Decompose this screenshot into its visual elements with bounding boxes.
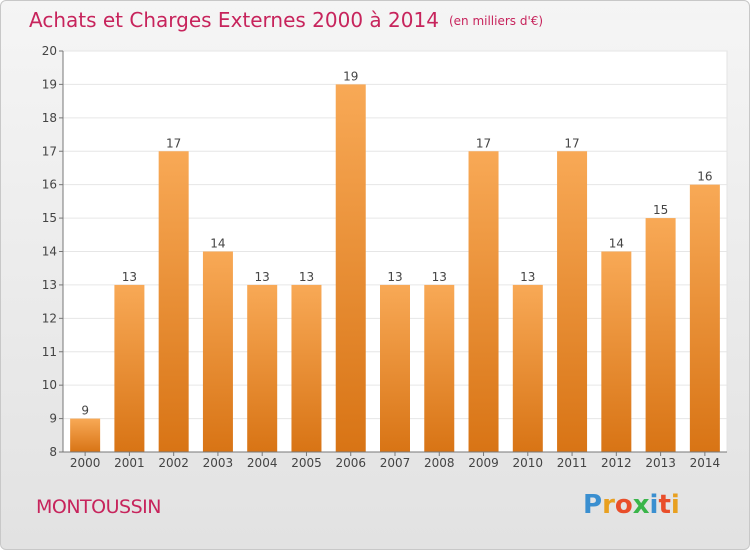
y-tick-label: 8	[49, 445, 57, 459]
y-tick-label: 13	[42, 278, 57, 292]
bar-value-label: 13	[387, 270, 402, 284]
bar-value-label: 9	[81, 404, 89, 418]
x-tick-label: 2006	[335, 456, 366, 470]
bar	[689, 184, 720, 452]
x-tick-label: 2001	[114, 456, 145, 470]
bar	[114, 284, 145, 452]
x-tick-label: 2004	[247, 456, 278, 470]
bar	[601, 251, 632, 452]
bar	[645, 218, 676, 452]
bar-value-label: 14	[210, 237, 225, 251]
y-tick-label: 11	[42, 345, 57, 359]
x-tick-label: 2003	[203, 456, 234, 470]
chart-unit: (en milliers d'€)	[448, 14, 544, 28]
bars: 9 13 17 14 13 13 19 13 13 17 13 17 14 15 16	[70, 69, 720, 453]
bar-value-label: 13	[432, 270, 447, 284]
x-tick-label: 2008	[424, 456, 455, 470]
brand-logo-letter: i	[670, 490, 680, 520]
y-tick-label: 15	[42, 211, 57, 225]
x-tick-label: 2011	[557, 456, 588, 470]
bar	[70, 418, 101, 452]
brand-logo: Proxiti	[583, 490, 680, 520]
y-tick-label: 16	[42, 178, 57, 192]
x-tick-label: 2010	[513, 456, 544, 470]
brand-logo-letter: r	[602, 490, 615, 520]
brand-logo-letter: i	[649, 490, 659, 520]
y-tick-label: 10	[42, 378, 57, 392]
bar	[202, 251, 233, 452]
bar-value-label: 13	[255, 270, 270, 284]
bar-value-label: 14	[609, 237, 624, 251]
bar-value-label: 17	[166, 136, 181, 150]
bar-value-label: 17	[476, 136, 491, 150]
chart-title: Achats et Charges Externes 2000 à 2014	[29, 8, 439, 32]
bar	[380, 284, 410, 452]
bar	[512, 284, 543, 452]
bar	[424, 284, 455, 452]
y-tick-label: 20	[42, 44, 57, 58]
y-tick-label: 19	[42, 77, 57, 91]
bar	[335, 84, 366, 453]
y-tick-label: 14	[42, 245, 57, 259]
y-tick-label: 9	[49, 412, 57, 426]
y-tick-label: 12	[42, 311, 57, 325]
bar-value-label: 19	[343, 69, 358, 83]
x-tick-label: 2002	[158, 456, 189, 470]
bar	[291, 284, 322, 452]
x-tick-label: 2000	[70, 456, 101, 470]
bar-value-label: 17	[564, 136, 579, 150]
bar-value-label: 15	[653, 203, 668, 217]
brand-logo-letter: x	[632, 490, 650, 520]
x-tick-label: 2005	[291, 456, 322, 470]
bar-value-label: 16	[697, 170, 712, 184]
bar-value-label: 13	[299, 270, 314, 284]
y-axis: 8 9 10 11 12 13 14 15 16 17 18 19 20	[42, 44, 64, 459]
y-tick-label: 18	[42, 111, 57, 125]
x-tick-label: 2007	[380, 456, 411, 470]
brand-logo-letter: P	[583, 490, 603, 520]
brand-logo-letter: t	[658, 490, 671, 520]
x-tick-label: 2009	[468, 456, 499, 470]
bar	[468, 151, 499, 452]
location-name: MONTOUSSIN	[36, 496, 161, 518]
bar	[247, 284, 278, 452]
bar	[557, 151, 588, 452]
x-tick-label: 2012	[601, 456, 632, 470]
chart-title-block: Achats et Charges Externes 2000 à 2014 (e…	[29, 8, 543, 32]
bar	[158, 151, 189, 452]
x-tick-label: 2014	[690, 456, 721, 470]
y-tick-label: 17	[42, 144, 57, 158]
bar-value-label: 13	[520, 270, 535, 284]
bar-value-label: 13	[122, 270, 137, 284]
x-axis: 2000 2001 2002 2003 2004 2005 2006 2007 2008 2009…	[63, 451, 727, 470]
brand-logo-letter: o	[614, 490, 633, 520]
x-tick-label: 2013	[645, 456, 676, 470]
